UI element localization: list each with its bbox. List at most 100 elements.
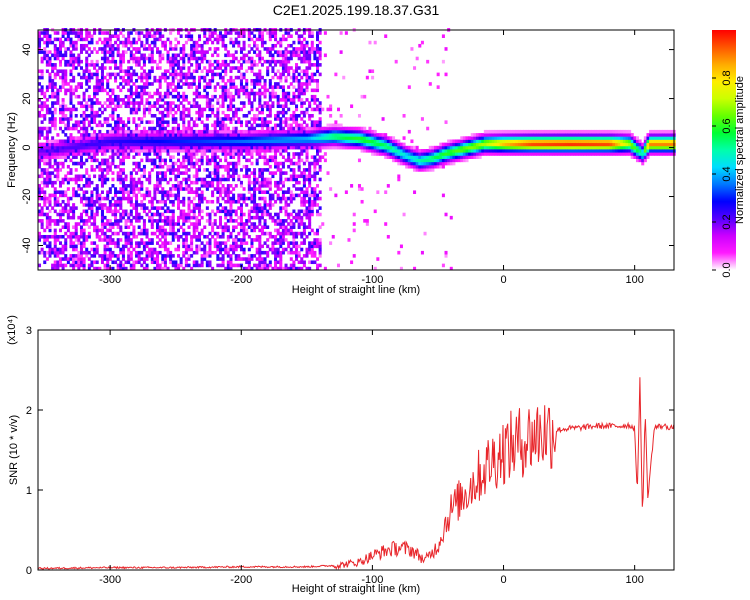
spectrogram-cell xyxy=(292,215,296,220)
spectrogram-cell xyxy=(140,145,144,150)
spectrogram-cell xyxy=(66,120,70,124)
spectrogram-cell xyxy=(156,257,160,261)
spectrogram-cell xyxy=(79,136,83,140)
spectrogram-cell xyxy=(156,31,160,35)
spectrogram-cell xyxy=(313,142,317,147)
spectrogram-cell xyxy=(255,75,259,80)
spectrogram-cell xyxy=(48,244,52,249)
spectrogram-cell xyxy=(108,228,112,233)
spectrogram-cell xyxy=(111,184,115,188)
spectrogram-cell xyxy=(171,234,175,239)
spectrogram-cell xyxy=(182,187,186,191)
spectrogram-cell xyxy=(187,168,191,172)
spectrogram-cell xyxy=(124,174,128,179)
spectrogram-cell xyxy=(43,56,47,61)
spectrogram-cell xyxy=(177,190,181,194)
spectrogram-cell xyxy=(182,266,186,271)
spectrogram-cell xyxy=(197,196,202,201)
spectrogram-cell xyxy=(187,136,191,140)
spectrogram-cell xyxy=(302,238,306,242)
spectrogram-cell xyxy=(79,158,83,163)
spectrogram-cell xyxy=(295,234,299,239)
spectrogram-cell xyxy=(247,247,251,252)
spectrogram-cell xyxy=(58,37,63,42)
spectrogram-cell xyxy=(69,168,73,172)
spectrogram-cell xyxy=(308,231,312,236)
spectrogram-cell xyxy=(166,56,170,61)
spectrogram-cell xyxy=(268,139,272,144)
spectrogram-cell xyxy=(197,149,202,153)
spectrogram-cell xyxy=(313,145,317,150)
spectrogram-cell xyxy=(221,225,225,230)
spectrogram-cell xyxy=(95,196,99,201)
spectrogram-cell xyxy=(69,40,73,45)
spectrogram-cell xyxy=(174,247,178,252)
spectrogram-cell xyxy=(124,94,128,99)
spectrogram-cell xyxy=(258,244,262,249)
spectrogram-cell xyxy=(258,34,262,38)
spectrogram-cell xyxy=(344,142,348,147)
spectrogram-cell xyxy=(239,120,243,124)
spectrogram-cell xyxy=(124,101,128,105)
spectrogram-cell xyxy=(263,231,267,236)
spectrogram-cell xyxy=(74,85,78,89)
spectrogram-cell xyxy=(137,34,141,38)
spectrogram-cell xyxy=(106,196,110,201)
spectrogram-cell xyxy=(72,212,76,217)
spectrogram-cell xyxy=(148,126,152,131)
spectrogram-cell xyxy=(242,234,246,239)
spectrogram-cell xyxy=(234,199,238,204)
spectrogram-cell xyxy=(318,206,322,210)
spectrogram-cell xyxy=(287,133,291,137)
spectrogram-cell xyxy=(247,219,251,223)
spectrogram-cell xyxy=(100,161,104,166)
spectrogram-cell xyxy=(258,238,262,242)
spectrogram-cell xyxy=(239,241,243,245)
spectrogram-cell xyxy=(64,107,68,112)
spectrogram-cell xyxy=(179,225,183,230)
spectrogram-cell xyxy=(308,241,312,245)
spectrogram-cell xyxy=(208,244,212,249)
spectrogram-cell xyxy=(93,199,97,204)
spectrogram-cell xyxy=(69,37,73,42)
spectrogram-cell xyxy=(137,129,141,134)
spectrogram-cell xyxy=(195,206,199,210)
spectrogram-cell xyxy=(169,257,173,261)
spectrogram-cell xyxy=(253,43,257,48)
spectrogram-cell xyxy=(190,254,194,258)
spectrogram-cell xyxy=(350,142,354,147)
spectrogram-cell xyxy=(98,266,102,271)
spectrogram-cell xyxy=(234,241,238,245)
spectrogram-cell xyxy=(129,101,133,105)
spectrogram-cell xyxy=(355,129,359,134)
spectrogram-cell xyxy=(247,209,251,214)
spectrogram-cell xyxy=(208,139,212,144)
spectrogram-cell xyxy=(281,114,285,118)
spectrogram-cell xyxy=(258,263,262,268)
spectrogram-cell xyxy=(357,145,361,150)
spectrogram-cell xyxy=(245,139,249,144)
spectrogram-cell xyxy=(302,241,306,245)
spectrogram-cell xyxy=(51,63,55,67)
spectrogram-cell xyxy=(64,155,68,159)
spectrogram-cell xyxy=(200,43,204,48)
spectrogram-cell xyxy=(66,123,70,128)
spectrogram-cell xyxy=(237,158,241,163)
spectrogram-cell xyxy=(218,203,222,207)
spectrogram-cell xyxy=(150,40,154,45)
spectrogram-cell xyxy=(114,104,118,109)
spectrogram-cell xyxy=(216,257,220,261)
spectrogram-cell xyxy=(95,63,99,67)
spectrogram-cell xyxy=(279,257,283,261)
spectrogram-cell xyxy=(232,139,236,144)
spectrogram-cell xyxy=(61,142,65,147)
spectrogram-cell xyxy=(234,37,238,42)
spectrogram-cell xyxy=(289,98,293,102)
spectrogram-cell xyxy=(179,263,183,268)
spectrogram-cell xyxy=(56,31,60,35)
spectrogram-cell xyxy=(79,101,83,105)
spectrogram-cell xyxy=(247,215,251,220)
spectrogram-cell xyxy=(166,139,170,144)
spectrogram-cell xyxy=(218,142,222,147)
spectrogram-cell xyxy=(179,149,183,153)
